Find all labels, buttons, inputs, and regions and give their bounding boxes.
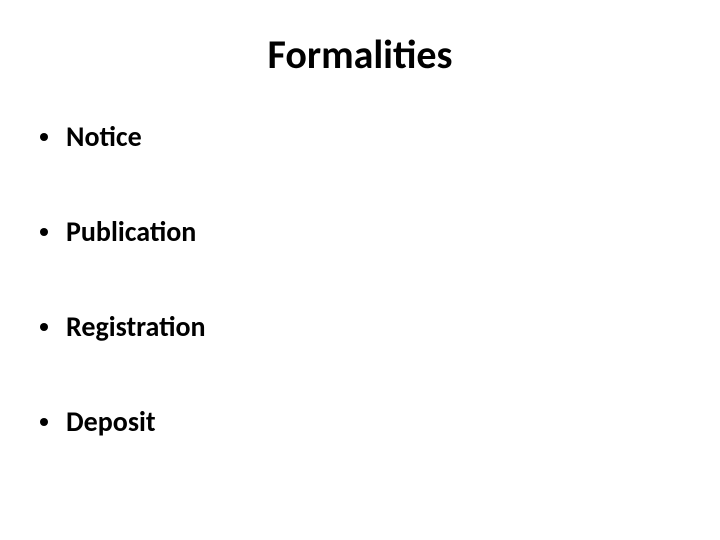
- bullet-list: Notice Publication Registration Deposit: [40, 119, 680, 439]
- bullet-marker-icon: [40, 228, 48, 236]
- slide-container: Formalities Notice Publication Registrat…: [0, 0, 720, 540]
- slide-title: Formalities: [40, 30, 680, 79]
- bullet-item: Registration: [40, 309, 680, 344]
- bullet-item: Notice: [40, 119, 680, 154]
- bullet-text: Publication: [66, 214, 196, 249]
- bullet-text: Registration: [66, 309, 206, 344]
- bullet-text: Deposit: [66, 404, 156, 439]
- bullet-marker-icon: [40, 133, 48, 141]
- bullet-item: Deposit: [40, 404, 680, 439]
- bullet-marker-icon: [40, 418, 48, 426]
- bullet-item: Publication: [40, 214, 680, 249]
- bullet-text: Notice: [66, 119, 142, 154]
- bullet-marker-icon: [40, 323, 48, 331]
